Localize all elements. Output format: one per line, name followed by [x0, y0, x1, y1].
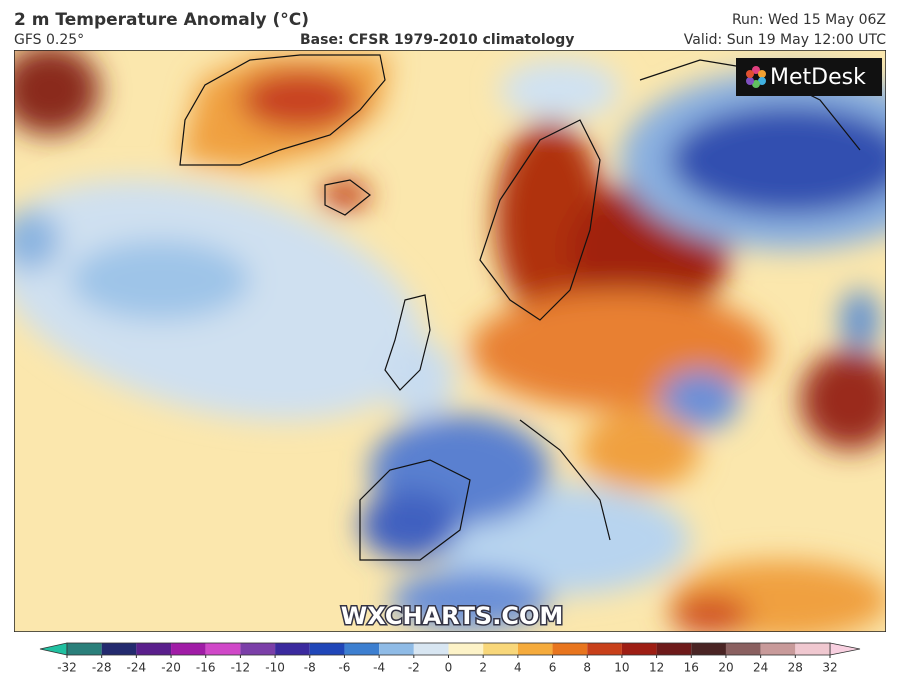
- colorbar-segment: [275, 643, 310, 655]
- logo: MetDesk: [736, 58, 882, 96]
- colorbar-label: -2: [408, 661, 420, 675]
- colorbar-label: 12: [649, 661, 664, 675]
- map: [14, 50, 886, 632]
- base: Base: CFSR 1979-2010 climatology: [300, 32, 574, 48]
- model: GFS 0.25°: [14, 32, 84, 48]
- colorbar-label: 4: [514, 661, 522, 675]
- colorbar-over: [829, 642, 861, 656]
- colorbar-segment: [483, 643, 518, 655]
- colorbar-segment: [413, 643, 449, 655]
- colorbar-label: 8: [583, 661, 591, 675]
- colorbar-label: -28: [92, 661, 112, 675]
- colorbar-label: 24: [753, 661, 768, 675]
- colorbar-segment: [725, 643, 761, 655]
- colorbar-segment: [379, 643, 414, 655]
- colorbar-label: 16: [684, 661, 699, 675]
- valid: Valid: Sun 19 May 12:00 UTC: [684, 32, 886, 48]
- colorbar-label: 32: [822, 661, 837, 675]
- colorbar-segment: [171, 643, 206, 655]
- colorbar-segment: [136, 643, 172, 655]
- logo-text: MetDesk: [770, 65, 866, 90]
- watermark: WXCHARTS.COM: [341, 602, 563, 630]
- colorbar-label: -24: [127, 661, 147, 675]
- colorbar-segment: [760, 643, 796, 655]
- colorbar-label: 2: [479, 661, 487, 675]
- colorbar-segment: [448, 643, 484, 655]
- colorbar-segment: [344, 643, 380, 655]
- colorbar-segment: [587, 643, 622, 655]
- colorbar-label: -16: [196, 661, 216, 675]
- colorbar-segment: [101, 643, 137, 655]
- colorbar-segment: [517, 643, 553, 655]
- colorbar-label: -12: [231, 661, 251, 675]
- colorbar-label: -20: [161, 661, 181, 675]
- colorbar-segment: [691, 643, 726, 655]
- colorbar-label: 28: [788, 661, 803, 675]
- colorbar-label: 0: [445, 661, 453, 675]
- colorbar-label: -10: [265, 661, 285, 675]
- colorbar-segment: [795, 643, 830, 655]
- colorbar-label: 20: [718, 661, 733, 675]
- colorbar-label: 10: [614, 661, 629, 675]
- colorbar-label: 6: [549, 661, 557, 675]
- colorbar-segment: [240, 643, 276, 655]
- colorbar: -32 -28 -24 -20 -16 -12 -10 -8 -6 -4 -2 0 2 4 6 8 10 12 16…: [39, 642, 861, 675]
- colorbar-label: -4: [373, 661, 385, 675]
- colorbar-segment: [205, 643, 241, 655]
- colorbar-segment: [621, 643, 657, 655]
- colorbar-label: -6: [338, 661, 350, 675]
- colorbar-segment: [309, 643, 345, 655]
- colorbar-label: -32: [57, 661, 77, 675]
- colorbar-under: [39, 642, 68, 656]
- run: Run: Wed 15 May 06Z: [732, 12, 886, 28]
- colorbar-segment: [656, 643, 692, 655]
- colorbar-segment: [67, 643, 102, 655]
- colorbar-segment: [552, 643, 588, 655]
- title: 2 m Temperature Anomaly (°C): [14, 10, 309, 30]
- colorbar-label: -8: [304, 661, 316, 675]
